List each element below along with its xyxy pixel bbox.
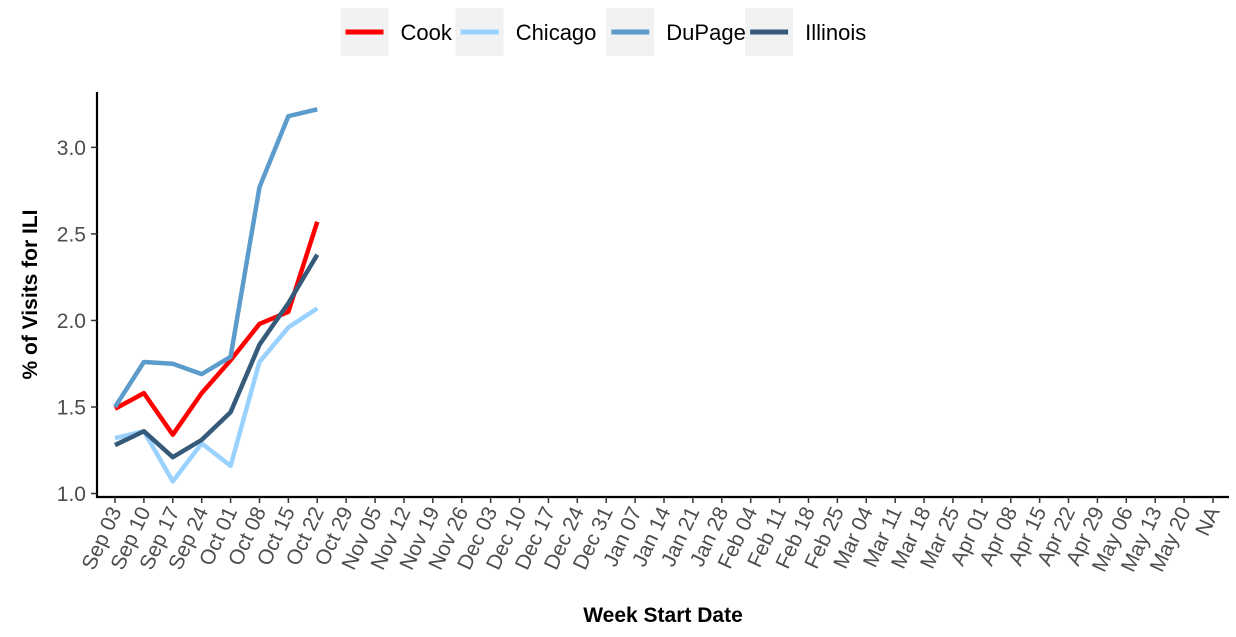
y-axis: 1.0 1.5 2.0 2.5 3.0 bbox=[57, 92, 99, 506]
legend-label: Cook bbox=[401, 20, 453, 45]
legend: Cook Chicago DuPage Illinois bbox=[340, 8, 866, 56]
legend-item-cook: Cook bbox=[340, 8, 453, 56]
legend-label: Illinois bbox=[805, 20, 866, 45]
series-line-illinois bbox=[114, 253, 320, 460]
y-tick-label: 2.0 bbox=[57, 310, 86, 333]
y-tick-label: 3.0 bbox=[57, 137, 86, 160]
series-line-dupage bbox=[113, 107, 318, 409]
y-tick-label: 1.5 bbox=[57, 397, 86, 420]
x-axis-title: Week Start Date bbox=[583, 604, 743, 627]
x-tick-label: NA bbox=[1191, 503, 1224, 539]
plot-lines bbox=[113, 107, 320, 484]
legend-item-illinois: Illinois bbox=[745, 8, 866, 56]
y-axis-title: % of Visits for ILI bbox=[19, 210, 42, 380]
legend-item-dupage: DuPage bbox=[606, 8, 746, 56]
legend-item-chicago: Chicago bbox=[455, 8, 597, 56]
series-line-chicago bbox=[114, 306, 319, 484]
legend-label: Chicago bbox=[516, 20, 597, 45]
y-tick-label: 2.5 bbox=[57, 223, 86, 246]
legend-label: DuPage bbox=[666, 20, 746, 45]
y-tick-label: 1.0 bbox=[57, 483, 86, 506]
